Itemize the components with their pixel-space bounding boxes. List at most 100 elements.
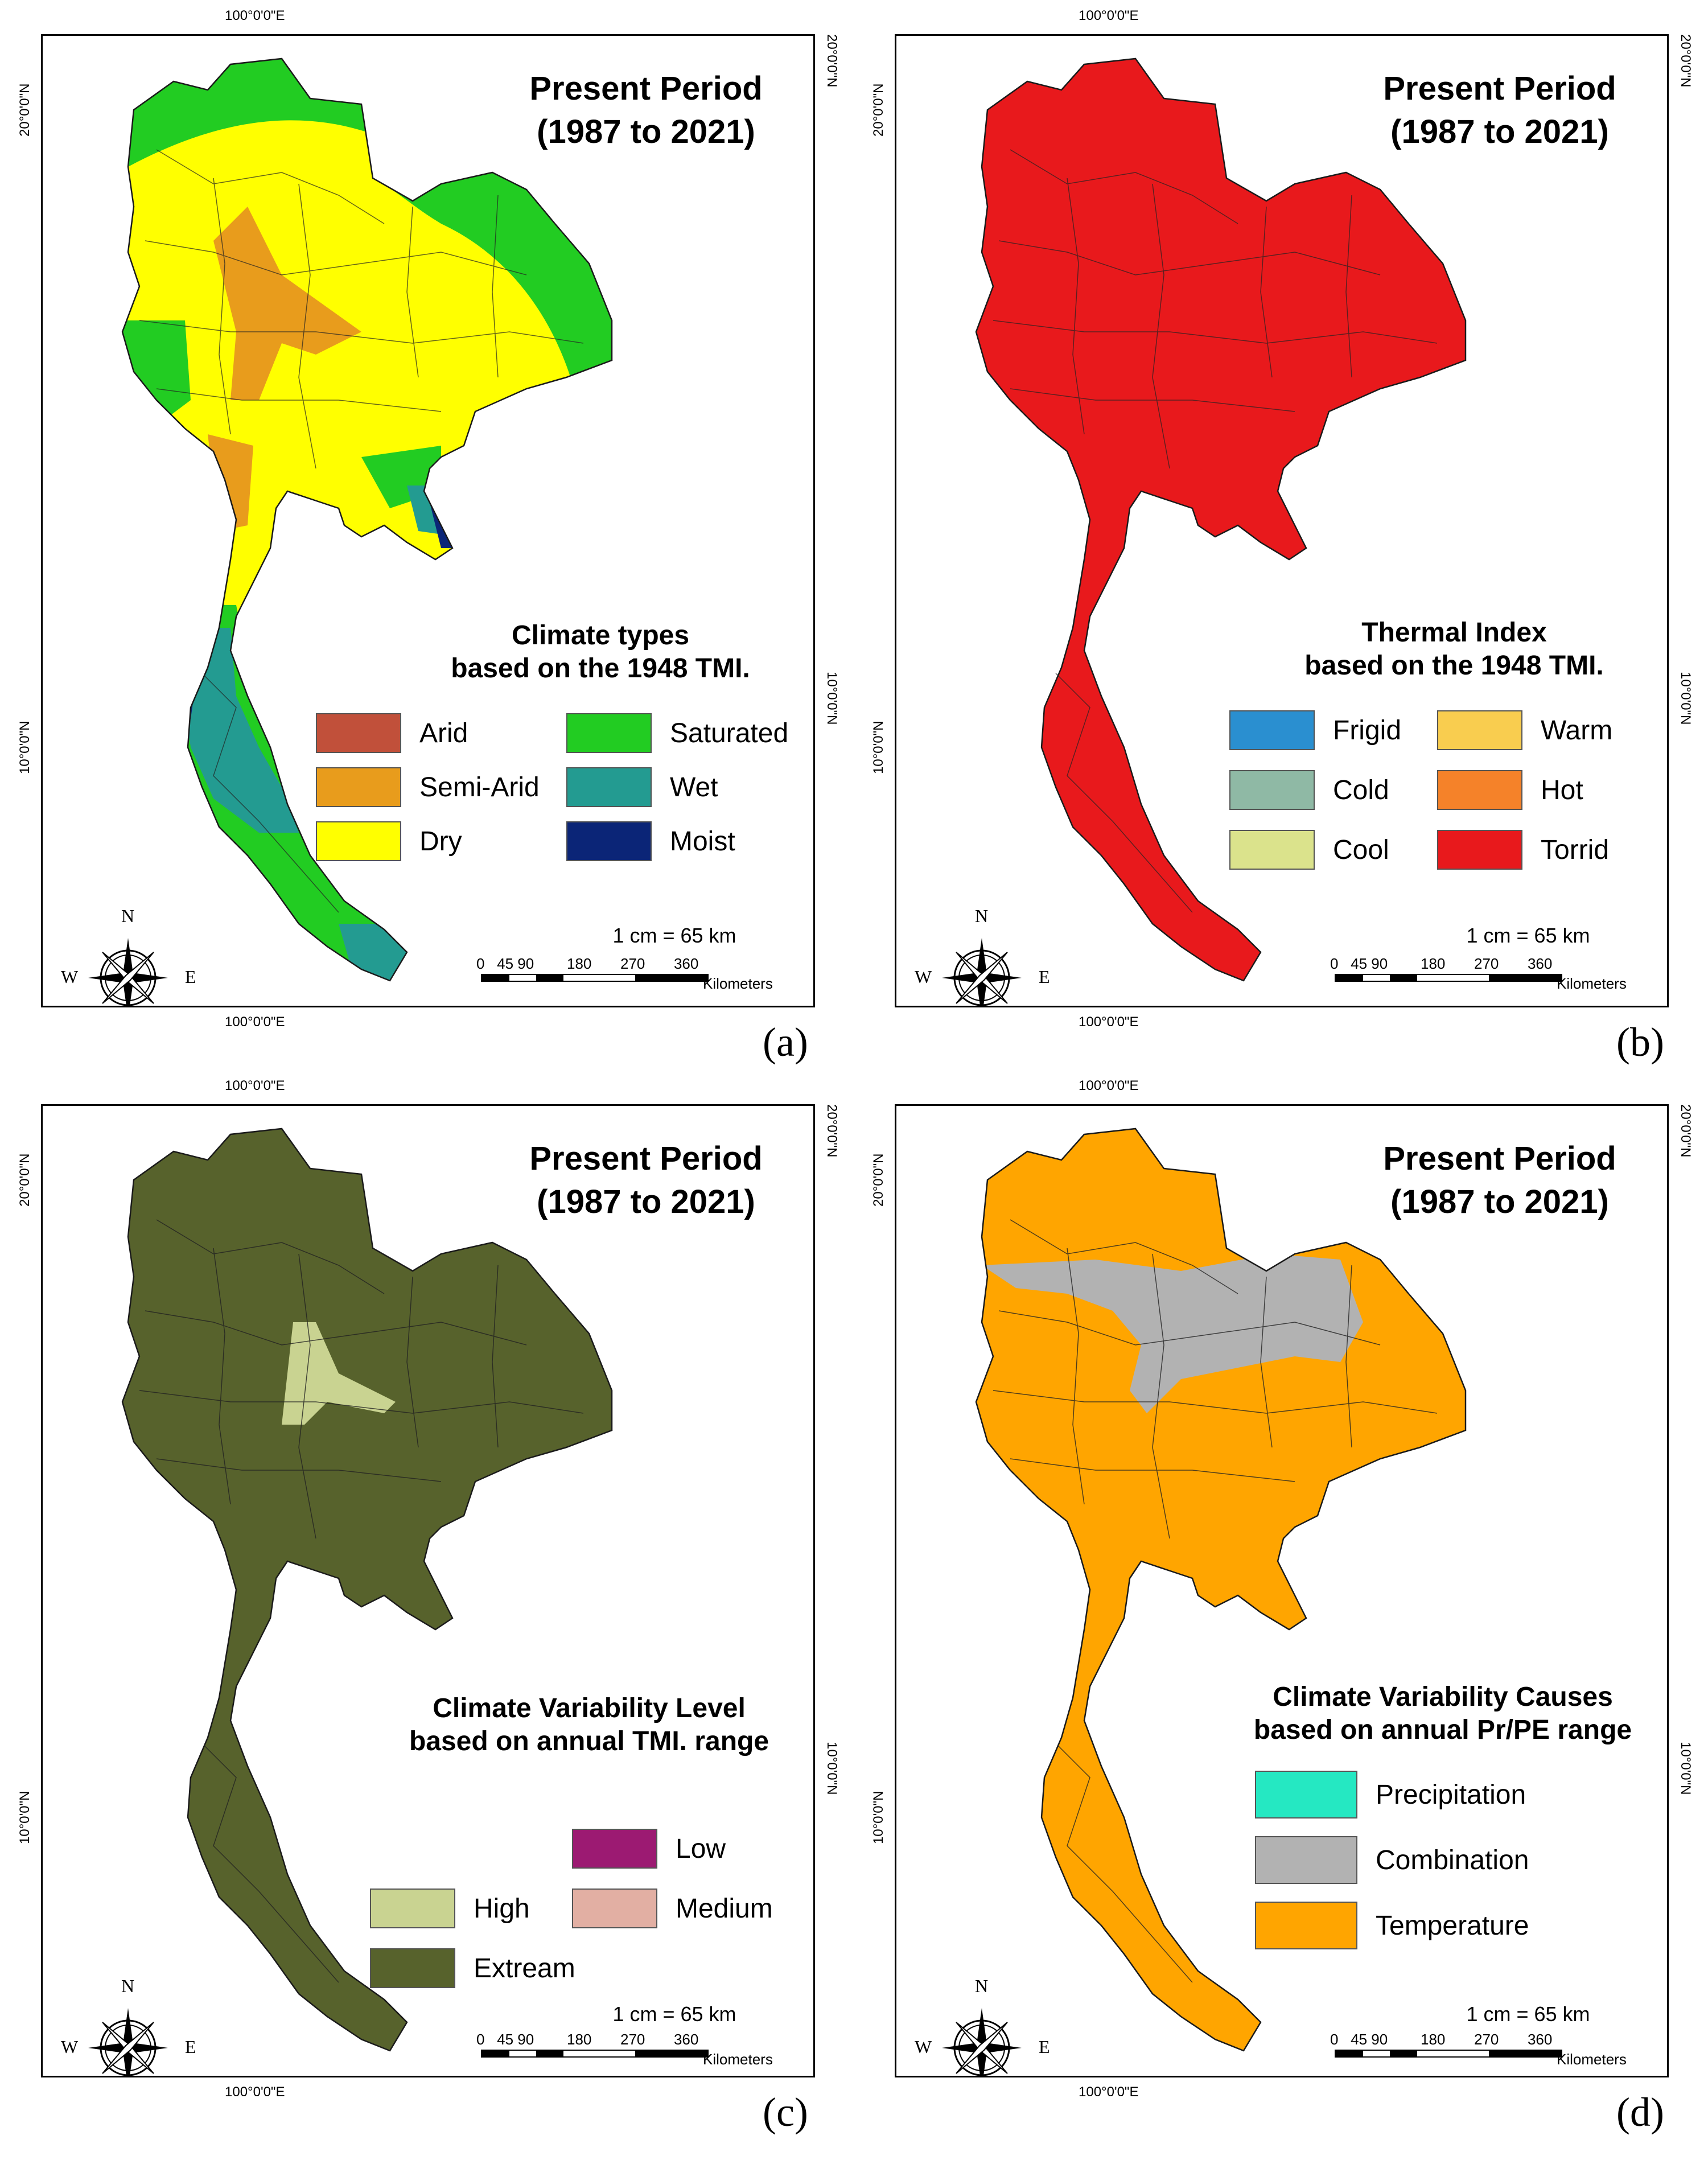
scale-ticks: 0 45 90 180 270 360 [1330, 2031, 1553, 2048]
legend-swatch [370, 1948, 455, 1988]
legend-title: Climate Variability Level based on annua… [361, 1692, 813, 1758]
panel-label: (a) [763, 1019, 808, 1065]
legend-label: Low [676, 1833, 726, 1864]
legend-title: Thermal Index based on the 1948 TMI. [1249, 616, 1659, 682]
legend-title: Climate types based on the 1948 TMI. [396, 619, 805, 685]
legend-label: Temperature [1376, 1910, 1529, 1941]
scale-unit: Kilometers [1557, 975, 1627, 992]
legend-item-saturated: Saturated [566, 710, 788, 756]
legend-item-moist: Moist [566, 818, 735, 864]
thailand-thermal-index-map [975, 57, 1467, 982]
legend-label: Moist [670, 826, 735, 857]
latitude-label-right-10: 10°0'0"N [1678, 672, 1693, 725]
scale-ratio: 1 cm = 65 km [612, 2002, 736, 2026]
latitude-label-left-20: 20°0'0"N [871, 83, 886, 137]
latitude-label-right-20: 20°0'0"N [824, 1104, 839, 1158]
longitude-label-bottom: 100°0'0"E [225, 1014, 285, 1030]
latitude-label-right-20: 20°0'0"N [1678, 1104, 1693, 1158]
scale-bar [481, 2050, 709, 2058]
legend-item-medium: Medium [572, 1886, 773, 1931]
compass-letter-w: W [915, 966, 932, 987]
legend-swatch [1229, 710, 1315, 750]
latitude-label-right-20: 20°0'0"N [824, 34, 839, 88]
latitude-label-left-20: 20°0'0"N [17, 1153, 32, 1207]
latitude-label-right-20: 20°0'0"N [1678, 34, 1693, 88]
compass-letter-n: N [975, 906, 989, 926]
latitude-label-left-10: 10°0'0"N [871, 1791, 886, 1844]
legend-item-hot: Hot [1437, 767, 1583, 813]
scale-unit: Kilometers [1557, 2051, 1627, 2068]
legend-label: Arid [419, 718, 468, 748]
scale-ticks: 0 45 90 180 270 360 [476, 2031, 699, 2048]
legend-label: Semi-Arid [419, 772, 540, 803]
legend-label: Warm [1541, 715, 1613, 746]
thailand-climate-types-map [121, 57, 613, 982]
legend-swatch [1437, 830, 1522, 870]
title-line-2: (1987 to 2021) [1390, 113, 1609, 150]
legend-item-wet: Wet [566, 764, 718, 810]
longitude-label-bottom: 100°0'0"E [225, 2084, 285, 2100]
title-line-2: (1987 to 2021) [537, 1183, 755, 1220]
title-line-1: Present Period [1383, 70, 1616, 107]
scale-bar [1335, 2050, 1562, 2058]
legend-swatch [572, 1829, 657, 1869]
legend-item-dry: Dry [316, 818, 462, 864]
thailand-climate-variability-level-map [121, 1128, 613, 2052]
legend-label: High [474, 1893, 530, 1924]
map-frame: Present Period (1987 to 2021) Thermal In… [895, 34, 1669, 1007]
longitude-label-top: 100°0'0"E [225, 1078, 285, 1093]
legend-swatch [1437, 710, 1522, 750]
legend-item-temperature: Temperature [1255, 1902, 1529, 1949]
legend-item-warm: Warm [1437, 707, 1612, 753]
map-title: Present Period (1987 to 2021) [498, 1137, 794, 1224]
legend-swatch [1229, 830, 1315, 870]
legend-label: Frigid [1333, 715, 1402, 746]
legend-item-arid: Arid [316, 710, 468, 756]
longitude-label-top: 100°0'0"E [225, 8, 285, 23]
longitude-label-bottom: 100°0'0"E [1079, 2084, 1139, 2100]
legend-title-line-2: based on annual Pr/PE range [1253, 1715, 1632, 1745]
map-title: Present Period (1987 to 2021) [1352, 1137, 1648, 1224]
legend-item-semi-arid: Semi-Arid [316, 764, 540, 810]
title-line-2: (1987 to 2021) [1390, 1183, 1609, 1220]
scale-unit: Kilometers [703, 975, 773, 992]
legend-swatch [566, 713, 652, 753]
map-frame: Present Period (1987 to 2021) Climate Va… [895, 1104, 1669, 2077]
title-line-1: Present Period [529, 1140, 763, 1177]
legend-label: Combination [1376, 1845, 1529, 1875]
legend-label: Wet [670, 772, 718, 803]
legend-label: Hot [1541, 775, 1583, 805]
legend-swatch [316, 767, 401, 807]
title-line-2: (1987 to 2021) [537, 113, 755, 150]
compass-rose-icon [88, 938, 168, 1006]
map-frame: Present Period (1987 to 2021) Climate ty… [41, 34, 815, 1007]
legend-item-precipitation: Precipitation [1255, 1771, 1526, 1818]
legend-item-combination: Combination [1255, 1836, 1529, 1884]
legend-swatch [566, 767, 652, 807]
compass-letter-w: W [915, 2036, 932, 2057]
panel-label: (d) [1616, 2089, 1664, 2135]
legend-swatch [566, 821, 652, 861]
thailand-climate-variability-causes-map [975, 1128, 1467, 2052]
title-line-1: Present Period [529, 70, 763, 107]
latitude-label-left-10: 10°0'0"N [17, 721, 32, 774]
panel-label: (b) [1616, 1019, 1664, 1065]
legend-title-line-1: Thermal Index [1361, 618, 1547, 648]
legend-title-line-2: based on annual TMI. range [409, 1726, 769, 1756]
legend-label: Dry [419, 826, 462, 857]
legend-label: Cool [1333, 834, 1389, 865]
legend-title-line-1: Climate Variability Causes [1273, 1682, 1613, 1712]
latitude-label-left-10: 10°0'0"N [17, 1791, 32, 1844]
compass-letter-n: N [121, 906, 135, 926]
legend-title-line-1: Climate Variability Level [433, 1693, 746, 1723]
scale-bar [1335, 974, 1562, 982]
scale-ratio: 1 cm = 65 km [1466, 2002, 1590, 2026]
legend-item-torrid: Torrid [1437, 827, 1609, 873]
legend-label: Torrid [1541, 834, 1610, 865]
legend-item-high: High [370, 1886, 530, 1931]
legend-item-cold: Cold [1229, 767, 1389, 813]
latitude-label-right-10: 10°0'0"N [824, 1742, 839, 1795]
latitude-label-right-10: 10°0'0"N [1678, 1742, 1693, 1795]
legend-item-frigid: Frigid [1229, 707, 1401, 753]
legend-item-cool: Cool [1229, 827, 1389, 873]
